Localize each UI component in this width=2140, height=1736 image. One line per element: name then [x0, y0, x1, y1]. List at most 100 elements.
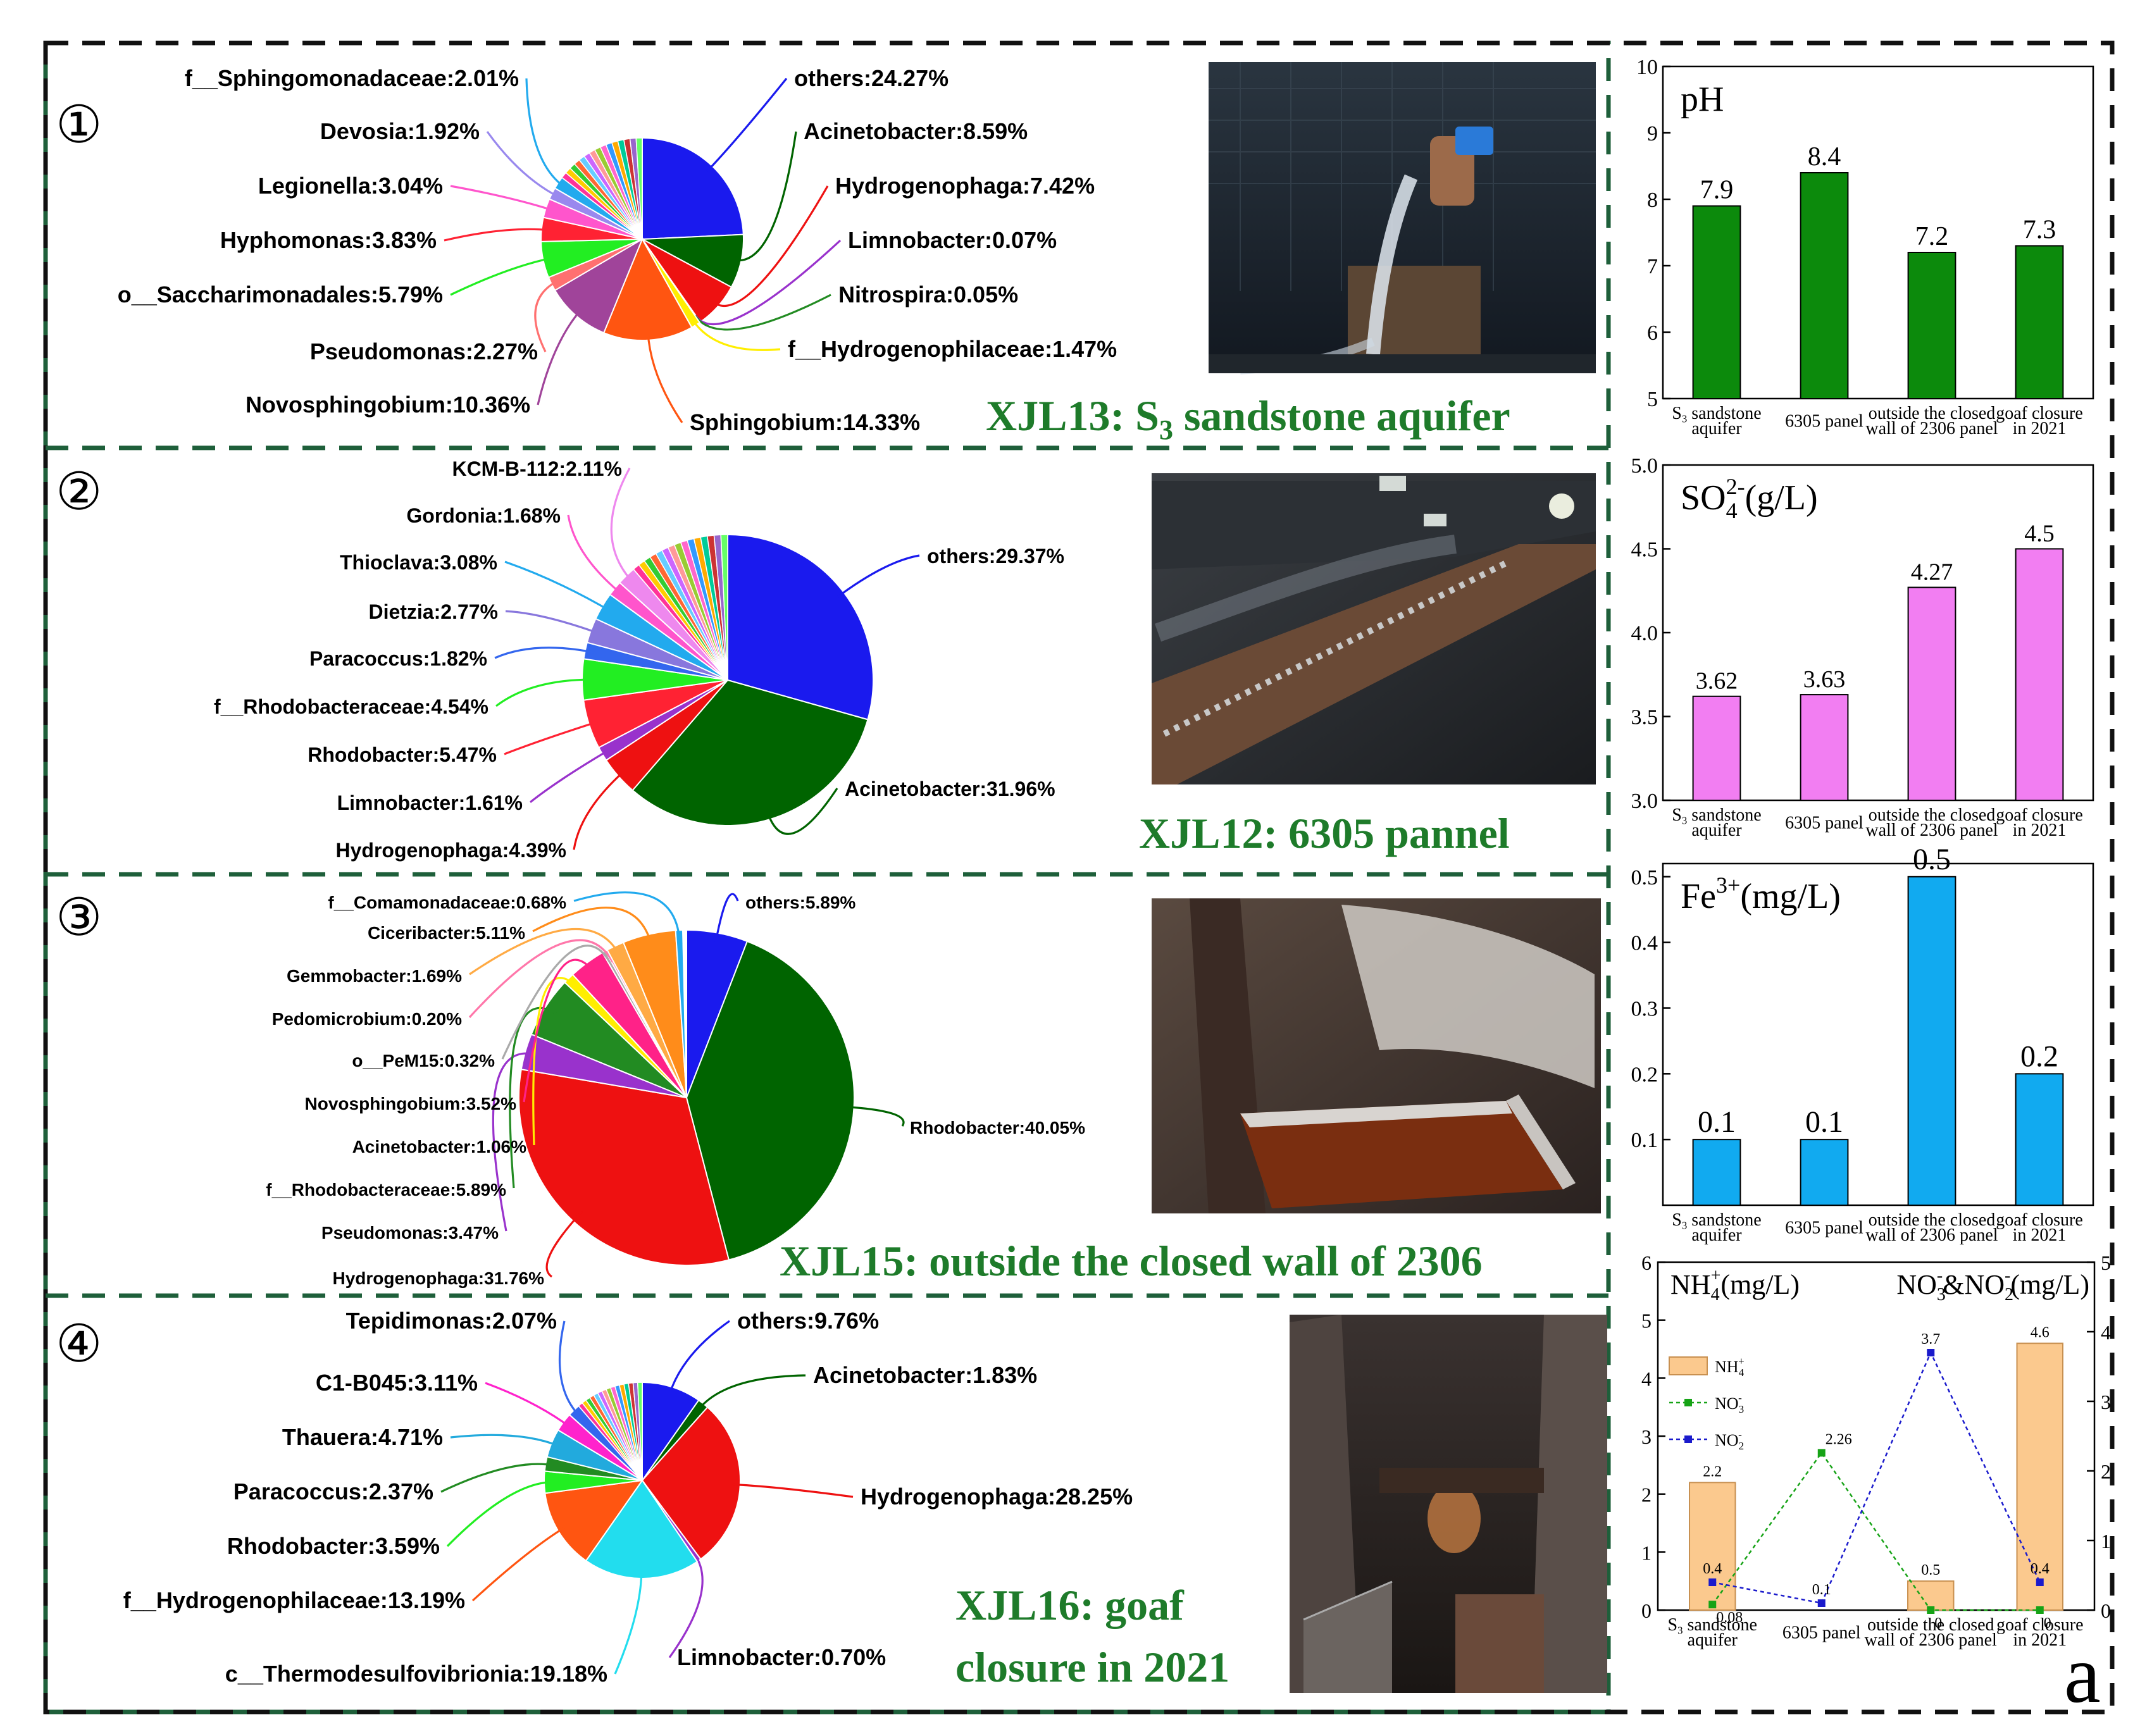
bar-s3-sandstone-aquifer	[1692, 205, 1741, 399]
pie-label-kcm-b-112: KCM-B-112:2.11%	[452, 457, 622, 480]
bar-value-label: 7.3	[2023, 216, 2056, 245]
pie-chart-xjl15: others:5.89% Rhodobacter:40.05% Hydrogenop…	[266, 891, 1085, 1288]
pie-leader-line	[558, 1320, 580, 1417]
title-xjl15: XJL15: outside the closed wall of 2306	[780, 1237, 1483, 1285]
pie-leader-line	[706, 77, 788, 173]
pie-label-hydrogenophaga: Hydrogenophaga:31.76%	[332, 1268, 544, 1288]
pie-label-ciceribacter: Ciceribacter:5.11%	[368, 923, 525, 943]
legend-swatch-nh4	[1669, 1356, 1708, 1375]
pie-leader-line	[492, 1052, 539, 1232]
legend-marker-no2	[1684, 1435, 1692, 1443]
pie-leader-line	[694, 239, 842, 326]
pie-label-f-hydrogenophilaceae: f__Hydrogenophilaceae:1.47%	[788, 336, 1117, 362]
category-label: aquifer	[1691, 1225, 1742, 1245]
pie-label-rhodobacter: Rhodobacter:3.59%	[227, 1533, 440, 1559]
pie-leader-line	[525, 78, 566, 189]
pie-label-rhodobacter: Rhodobacter:40.05%	[910, 1118, 1085, 1138]
pie-label-c1-b045: C1-B045:3.11%	[316, 1370, 478, 1396]
y-tick-label: 3.0	[1631, 790, 1658, 813]
pie-leader-line	[444, 228, 550, 242]
point-value-label: 0.4	[2031, 1561, 2050, 1577]
category-label: goaf closure	[1996, 1210, 2083, 1230]
bar-value-label: 0.1	[1698, 1105, 1736, 1139]
pie-label-novosphingobium: Novosphingobium:10.36%	[246, 392, 530, 418]
category-label: S3 sandstone	[1672, 404, 1761, 425]
pie-leader-line	[573, 767, 628, 850]
legend-label: NH4+	[1715, 1355, 1745, 1379]
pie-chart-xjl12: others:29.37% Acinetobacter:31.96% Hydroge…	[214, 457, 1064, 862]
point-value-label: 0.1	[1812, 1582, 1831, 1598]
bar-value-label: 3.63	[1803, 666, 1846, 693]
pie-leader-line	[501, 945, 612, 1060]
y-tick-label-left: 3	[1641, 1425, 1652, 1448]
pie-label-limnobacter: Limnobacter:1.61%	[337, 791, 523, 814]
bar-goaf-closure-in-2021	[2015, 548, 2064, 801]
pie-leader-line	[733, 131, 797, 262]
title-xjl16-line1: XJL16: goaf	[955, 1581, 1185, 1629]
bar-value-label: 7.9	[1700, 176, 1734, 205]
panel-marker-2: ②	[56, 463, 103, 521]
bar-s3-sandstone-aquifer	[1692, 695, 1741, 801]
ferric-iron-bar-chart: 0.1 0.2 0.3 0.4 0.5 0.1 0.1 0.5 0.2 S3 sandstonea…	[1631, 843, 2094, 1245]
pie-leader-line	[486, 131, 560, 199]
pie-label-dietzia: Dietzia:2.77%	[368, 600, 498, 623]
pie-label-thioclava: Thioclava:3.08%	[340, 551, 497, 574]
point-no3	[1817, 1449, 1826, 1457]
photo-panel-6305	[1152, 473, 1596, 784]
y-tick-label: 5.0	[1631, 454, 1658, 478]
pie-label-acinetobacter: Acinetobacter:1.83%	[813, 1362, 1037, 1388]
pie-leader-line	[471, 1526, 566, 1602]
pie-leader-line	[534, 279, 559, 352]
pie-leader-line	[668, 1320, 730, 1395]
category-label: in 2021	[2013, 1225, 2067, 1245]
pie-leader-line	[697, 1374, 806, 1411]
pie-leader-line	[523, 958, 596, 1103]
pie-label-f-sphingomonadaceae: f__Sphingomonadaceae:2.01%	[185, 65, 519, 91]
chart-title: SO42-(g/L)	[1681, 474, 1818, 523]
y-tick-label-left: 6	[1641, 1251, 1652, 1274]
point-no2	[1817, 1599, 1826, 1607]
pie-leader-line	[647, 332, 683, 423]
pie-leader-line	[537, 309, 582, 406]
category-label: wall of 2306 panel	[1865, 1225, 1998, 1245]
pie-slice-minor	[635, 137, 643, 240]
pie-leader-line	[450, 1434, 559, 1448]
legend-marker-no3	[1684, 1399, 1692, 1406]
y-tick-label-left: 1	[1641, 1541, 1652, 1564]
pie-leader-line	[468, 939, 614, 1019]
category-label: wall of 2306 panel	[1865, 1630, 1997, 1650]
pie-leader-line	[610, 468, 635, 585]
category-label: in 2021	[2013, 821, 2067, 840]
category-label: goaf closure	[1996, 1615, 2084, 1635]
pie-label-rhodobacter: Rhodobacter:5.47%	[308, 743, 497, 766]
panel-marker-1: ①	[56, 96, 103, 154]
pie-label-hydrogenophaga: Hydrogenophaga:7.42%	[835, 173, 1095, 199]
pie-leader-line	[504, 561, 613, 614]
y-tick-label: 0.1	[1631, 1129, 1658, 1152]
bar-value-label: 7.2	[1915, 222, 1949, 251]
category-label: in 2021	[2013, 1630, 2067, 1650]
pie-label-f-rhodobacteraceae: f__Rhodobacteraceae:5.89%	[266, 1180, 506, 1200]
pie-leader-line	[765, 788, 838, 835]
pie-leader-line	[694, 294, 831, 331]
bar-outside-the-closed-wall-of-2306-panel	[1907, 876, 1956, 1206]
category-label: 6305 panel	[1785, 1218, 1863, 1238]
bar-goaf-closure-in-2021	[2015, 1073, 2064, 1206]
point-no3	[2036, 1606, 2044, 1614]
y-tick-label: 0.2	[1631, 1063, 1658, 1086]
bar-outside-the-closed-wall-of-2306-panel	[1907, 586, 1956, 801]
pie-leader-line	[732, 1483, 854, 1498]
pie-label-paracoccus: Paracoccus:2.37%	[233, 1479, 433, 1504]
y-tick-label: 0.5	[1631, 866, 1658, 890]
point-value-label: 0	[1934, 1615, 1942, 1632]
y-tick-label: 5	[1647, 388, 1658, 411]
bar-value-label: 4.5	[2024, 521, 2055, 547]
pie-leader-line	[469, 927, 622, 976]
y-tick-label: 4.0	[1631, 622, 1658, 645]
category-label: wall of 2306 panel	[1865, 419, 1998, 438]
pie-label-others: others:9.76%	[737, 1308, 879, 1334]
y-tick-label: 6	[1647, 321, 1658, 345]
bar-value-label: 3.62	[1696, 668, 1738, 695]
pie-leader-line	[532, 907, 653, 948]
pie-label-hyphomonas: Hyphomonas:3.83%	[220, 227, 437, 253]
